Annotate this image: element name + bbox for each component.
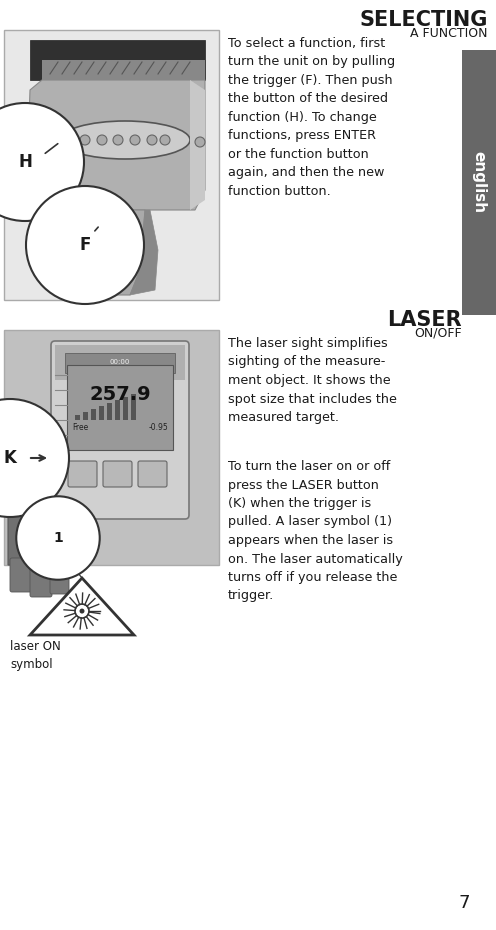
Text: 00:00: 00:00 bbox=[110, 359, 130, 365]
FancyBboxPatch shape bbox=[103, 461, 132, 487]
Polygon shape bbox=[190, 80, 205, 210]
Circle shape bbox=[79, 608, 84, 614]
Polygon shape bbox=[42, 60, 205, 80]
FancyBboxPatch shape bbox=[30, 561, 52, 597]
FancyBboxPatch shape bbox=[65, 353, 175, 373]
FancyBboxPatch shape bbox=[115, 400, 120, 420]
Text: -0.95: -0.95 bbox=[148, 423, 168, 432]
Circle shape bbox=[80, 135, 90, 145]
Polygon shape bbox=[30, 40, 205, 80]
Polygon shape bbox=[68, 210, 145, 295]
Text: H: H bbox=[18, 153, 32, 171]
Text: K: K bbox=[3, 449, 16, 467]
Circle shape bbox=[147, 135, 157, 145]
Ellipse shape bbox=[60, 121, 190, 159]
FancyBboxPatch shape bbox=[4, 330, 219, 565]
FancyBboxPatch shape bbox=[75, 415, 80, 420]
Circle shape bbox=[195, 137, 205, 147]
FancyBboxPatch shape bbox=[107, 403, 112, 420]
Polygon shape bbox=[130, 210, 158, 295]
FancyBboxPatch shape bbox=[138, 461, 167, 487]
FancyBboxPatch shape bbox=[51, 341, 189, 519]
FancyBboxPatch shape bbox=[123, 397, 128, 420]
Text: LASER: LASER bbox=[387, 310, 462, 330]
Text: F: F bbox=[79, 236, 91, 254]
FancyBboxPatch shape bbox=[462, 50, 496, 315]
Polygon shape bbox=[30, 578, 134, 635]
FancyBboxPatch shape bbox=[67, 365, 173, 450]
Text: Free: Free bbox=[72, 423, 88, 432]
Text: A FUNCTION: A FUNCTION bbox=[411, 27, 488, 40]
Text: 7: 7 bbox=[458, 894, 470, 912]
FancyBboxPatch shape bbox=[83, 412, 88, 420]
Text: laser ON
symbol: laser ON symbol bbox=[10, 640, 61, 671]
Polygon shape bbox=[28, 80, 205, 210]
Polygon shape bbox=[8, 490, 60, 565]
FancyBboxPatch shape bbox=[50, 562, 69, 594]
Circle shape bbox=[160, 135, 170, 145]
FancyBboxPatch shape bbox=[10, 558, 32, 592]
Text: 1: 1 bbox=[53, 531, 63, 545]
Text: To select a function, first
turn the unit on by pulling
the trigger (F). Then pu: To select a function, first turn the uni… bbox=[228, 37, 395, 198]
Text: SELECTING: SELECTING bbox=[360, 10, 488, 30]
Circle shape bbox=[97, 135, 107, 145]
Circle shape bbox=[130, 135, 140, 145]
Circle shape bbox=[113, 135, 123, 145]
FancyBboxPatch shape bbox=[131, 394, 136, 420]
FancyBboxPatch shape bbox=[55, 345, 185, 380]
FancyBboxPatch shape bbox=[4, 30, 219, 300]
Text: To turn the laser on or off
press the LASER button
(K) when the trigger is
pulle: To turn the laser on or off press the LA… bbox=[228, 460, 403, 603]
FancyBboxPatch shape bbox=[91, 409, 96, 420]
Text: 257.9: 257.9 bbox=[89, 385, 151, 405]
FancyBboxPatch shape bbox=[99, 406, 104, 420]
Text: ON/OFF: ON/OFF bbox=[414, 327, 462, 340]
Text: The laser sight simplifies
sighting of the measure-
ment object. It shows the
sp: The laser sight simplifies sighting of t… bbox=[228, 337, 397, 424]
FancyBboxPatch shape bbox=[68, 461, 97, 487]
Circle shape bbox=[75, 604, 89, 618]
Text: english: english bbox=[472, 152, 487, 214]
